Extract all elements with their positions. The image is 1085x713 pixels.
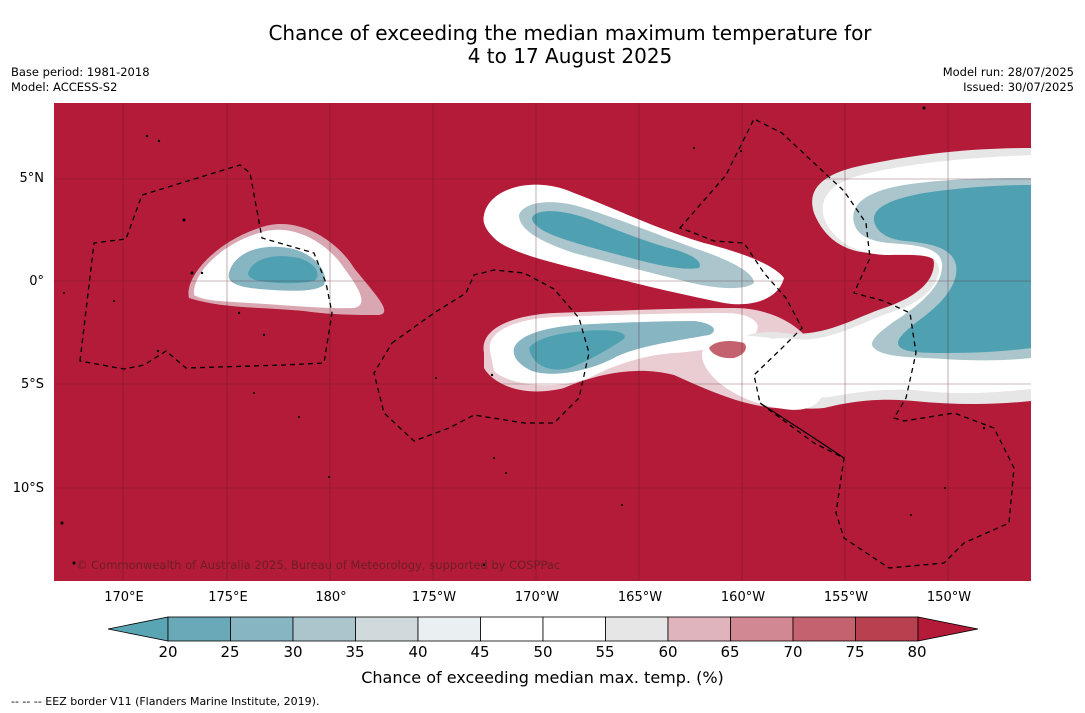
neutral-patch xyxy=(702,335,825,410)
lon-label-155w: 155°W xyxy=(823,590,869,605)
title-line-2: 4 to 17 August 2025 xyxy=(467,44,673,68)
graticule xyxy=(54,103,1031,581)
colorbar-segment xyxy=(792,616,856,642)
probability-map xyxy=(54,103,1031,581)
lat-label-10s: 10°S xyxy=(12,481,44,496)
model-text: Model: ACCESS-S2 xyxy=(11,80,118,94)
lon-label-165w: 165°W xyxy=(617,590,663,605)
colorbar-tick-75: 75 xyxy=(845,643,865,661)
colorbar-tick-50: 50 xyxy=(533,643,553,661)
colorbar-tick-40: 40 xyxy=(408,643,428,661)
colorbar-segment xyxy=(855,616,919,642)
colorbar-tick-20: 20 xyxy=(158,643,178,661)
meta-right: Model run: 28/07/2025 Issued: 30/07/2025 xyxy=(943,65,1074,95)
lat-label-5s: 5°S xyxy=(20,377,44,392)
map-title: Chance of exceeding the median maximum t… xyxy=(0,22,1085,68)
lat-label-5n: 5°N xyxy=(19,171,45,186)
cool-anomaly-central-south xyxy=(483,308,825,409)
issued-text: Issued: 30/07/2025 xyxy=(963,80,1074,94)
colorbar-segment xyxy=(417,616,481,642)
map-area: © Commonwealth of Australia 2025, Bureau… xyxy=(54,103,1031,581)
colorbar-segment xyxy=(355,616,419,642)
lon-label-175e: 175°E xyxy=(208,590,248,605)
colorbar-segment xyxy=(605,616,669,642)
lon-label-160w: 160°W xyxy=(720,590,766,605)
lon-label-180: 180° xyxy=(315,590,347,605)
eez-boundary-solid xyxy=(759,402,845,459)
colorbar-extend-high xyxy=(917,616,979,642)
colorbar-tick-25: 25 xyxy=(220,643,240,661)
lon-label-170w: 170°W xyxy=(514,590,560,605)
colorbar xyxy=(107,616,979,642)
eez-borders xyxy=(79,118,1015,569)
cool-anomaly-east xyxy=(731,148,1031,409)
colorbar-label: Chance of exceeding median max. temp. (%… xyxy=(361,668,724,687)
colorbar-segment xyxy=(292,616,356,642)
colorbar-tick-70: 70 xyxy=(783,643,803,661)
colorbar-segment xyxy=(667,616,731,642)
colorbar-segment xyxy=(167,616,231,642)
colorbar-tick-80: 80 xyxy=(907,643,927,661)
lon-label-170e: 170°E xyxy=(104,590,144,605)
colorbar-tick-55: 55 xyxy=(595,643,615,661)
cool-anomaly-central-north xyxy=(483,184,784,305)
cool-anomaly-west xyxy=(188,223,385,315)
colorbar-tick-60: 60 xyxy=(658,643,678,661)
colorbar-segment xyxy=(542,616,606,642)
colorbar-tick-45: 45 xyxy=(470,643,490,661)
lat-label-0: 0° xyxy=(29,274,44,289)
model-run-text: Model run: 28/07/2025 xyxy=(942,65,1074,79)
eez-legend: -- -- -- EEZ border V11 (Flanders Marine… xyxy=(11,695,320,708)
colorbar-segment xyxy=(480,616,544,642)
meta-left: Base period: 1981-2018 Model: ACCESS-S2 xyxy=(11,65,150,95)
colorbar-tick-35: 35 xyxy=(345,643,365,661)
base-period-text: Base period: 1981-2018 xyxy=(11,65,150,79)
lon-label-175w: 175°W xyxy=(411,590,457,605)
title-line-1: Chance of exceeding the median maximum t… xyxy=(268,21,872,45)
colorbar-segment xyxy=(730,616,794,642)
colorbar-tick-30: 30 xyxy=(283,643,303,661)
lon-label-150w: 150°W xyxy=(926,590,972,605)
islands xyxy=(60,106,986,567)
colorbar-extend-low xyxy=(107,616,169,642)
copyright-notice: © Commonwealth of Australia 2025, Bureau… xyxy=(76,558,561,572)
colorbar-tick-65: 65 xyxy=(720,643,740,661)
colorbar-segment xyxy=(230,616,294,642)
